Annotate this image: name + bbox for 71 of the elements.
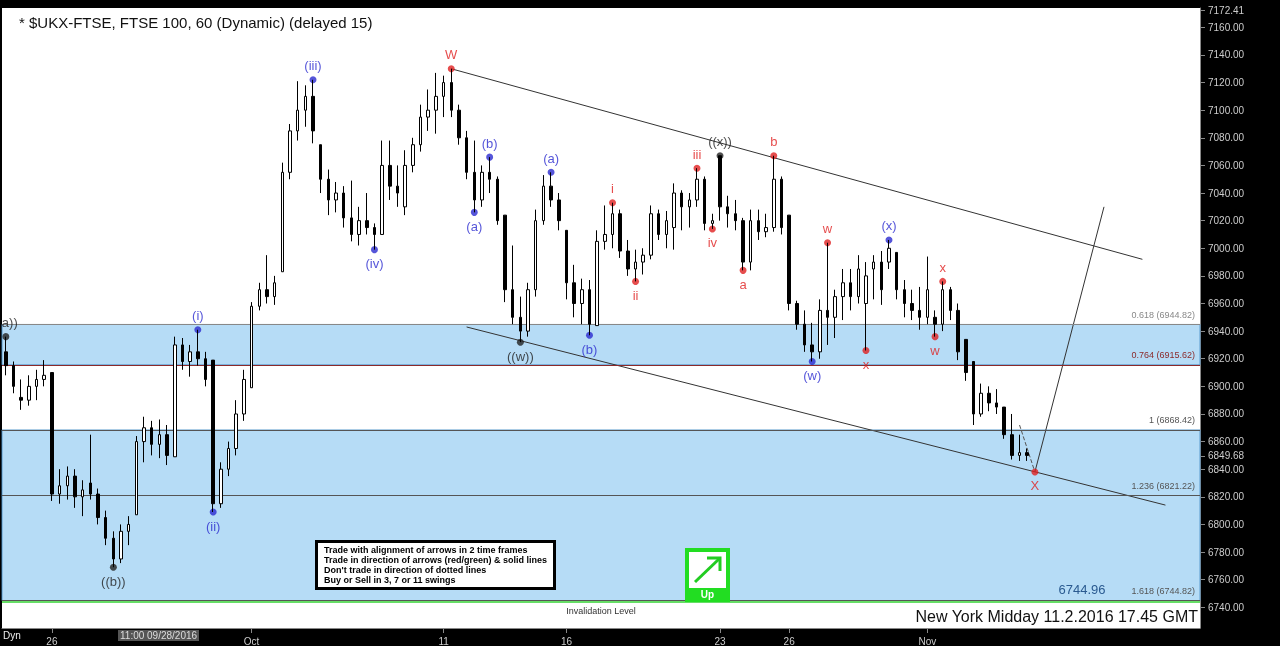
data-label: w <box>929 343 941 359</box>
data-label: W <box>445 47 459 63</box>
data-label: w <box>821 221 833 237</box>
ref-line-label: 1.236 (6821.22) <box>1131 480 1195 491</box>
data-label: (i) <box>192 308 204 324</box>
data-label: (b) <box>581 341 598 357</box>
y-tick-label: 7080.00 <box>1208 132 1245 144</box>
y-tick-label: 7160.00 <box>1208 21 1245 33</box>
data-label: (w) <box>803 368 822 383</box>
x-tick-label: 26 <box>783 635 796 646</box>
y-tick-label: 6960.00 <box>1208 298 1245 309</box>
annotation: Trade in direction of arrows (red/green) & solid lines <box>324 555 548 565</box>
data-label: (iv) <box>365 256 384 272</box>
x-tick-label: 26 <box>46 635 58 646</box>
data-label: iv <box>707 235 718 251</box>
annotation: Trade with alignment of arrows in 2 time frames <box>324 545 529 555</box>
y-tick-label: 6920.00 <box>1208 353 1245 365</box>
ref-line-label: 0.618 (6944.82) <box>1131 309 1195 320</box>
y-tick-label: 7100.00 <box>1208 104 1245 116</box>
x-tick-label: Oct <box>243 635 260 646</box>
y-tick-label: 6900.00 <box>1208 380 1245 392</box>
arrow-sign-icon: Up <box>685 548 730 602</box>
data-label: (x) <box>881 218 897 234</box>
data-label: iii <box>692 146 702 162</box>
y-tick-label: 7060.00 <box>1208 159 1245 171</box>
annotation: Buy or Sell in 3, 7 or 11 swings <box>324 575 457 585</box>
text: 11:00 09/28/2016 <box>118 630 200 641</box>
chart-title: * $UKX-FTSE, FTSE 100, 60 (Dynamic) (delayed 15) <box>19 14 373 31</box>
data-label: (a) <box>466 218 483 234</box>
ref-line-label: 0.764 (6915.62) <box>1131 350 1195 361</box>
data-label: a <box>739 276 748 292</box>
annotation: Up <box>699 589 716 600</box>
x-tick-label: 23 <box>714 635 727 646</box>
y-tick-label: 6849.68 <box>1208 450 1245 462</box>
data-label: (iii) <box>304 58 322 74</box>
data-label: b <box>770 134 778 150</box>
data-label: ((b)) <box>101 573 126 589</box>
y-tick-label: 7040.00 <box>1208 187 1245 199</box>
data-label: i <box>611 181 615 197</box>
y-tick-label: 6880.00 <box>1208 408 1245 420</box>
x-tick-label: Nov <box>918 635 937 646</box>
y-tick-label: 7120.00 <box>1208 77 1245 89</box>
data-label: (ii) <box>205 518 221 534</box>
y-tick-label: 6820.00 <box>1208 491 1245 503</box>
data-label: (a) <box>543 150 560 166</box>
data-label: x <box>939 259 947 275</box>
y-tick-label: 7172.41 <box>1208 4 1245 16</box>
y-tick-label: 6980.00 <box>1208 270 1245 282</box>
y-tick-label: 6840.00 <box>1208 463 1245 475</box>
ref-line-label: 1.618 (6744.82) <box>1131 586 1195 597</box>
y-tick-label: 6800.00 <box>1208 518 1245 530</box>
y-tick-label: 7000.00 <box>1208 242 1245 254</box>
y-tick-label: 6940.00 <box>1208 325 1245 337</box>
band-label: 6744.96 <box>1058 582 1106 598</box>
ref-line-label: 1 (6868.42) <box>1148 415 1195 426</box>
annotation: New York Midday 11.2.2016 17.45 GMT <box>915 608 1198 626</box>
y-tick-label: 7140.00 <box>1208 49 1245 61</box>
y-tick-label: 6780.00 <box>1208 546 1245 558</box>
data-label: ii <box>632 287 639 303</box>
data-label: X <box>1030 478 1040 494</box>
annotation: Don't trade in direction of dotted lines <box>324 565 488 575</box>
x-tick-label: 11 <box>438 635 450 646</box>
y-tick-label: 6760.00 <box>1208 574 1245 586</box>
data-label: ((w)) <box>507 348 534 364</box>
y-tick-label: 7020.00 <box>1208 215 1245 227</box>
y-tick-label: 6860.00 <box>1208 436 1245 448</box>
text: Dyn <box>3 630 21 641</box>
data-label: (b) <box>481 135 498 151</box>
x-tick-label: 16 <box>560 635 573 646</box>
ref-line-label: Invalidation Level <box>566 606 636 617</box>
y-tick-label: 6740.00 <box>1208 601 1245 613</box>
